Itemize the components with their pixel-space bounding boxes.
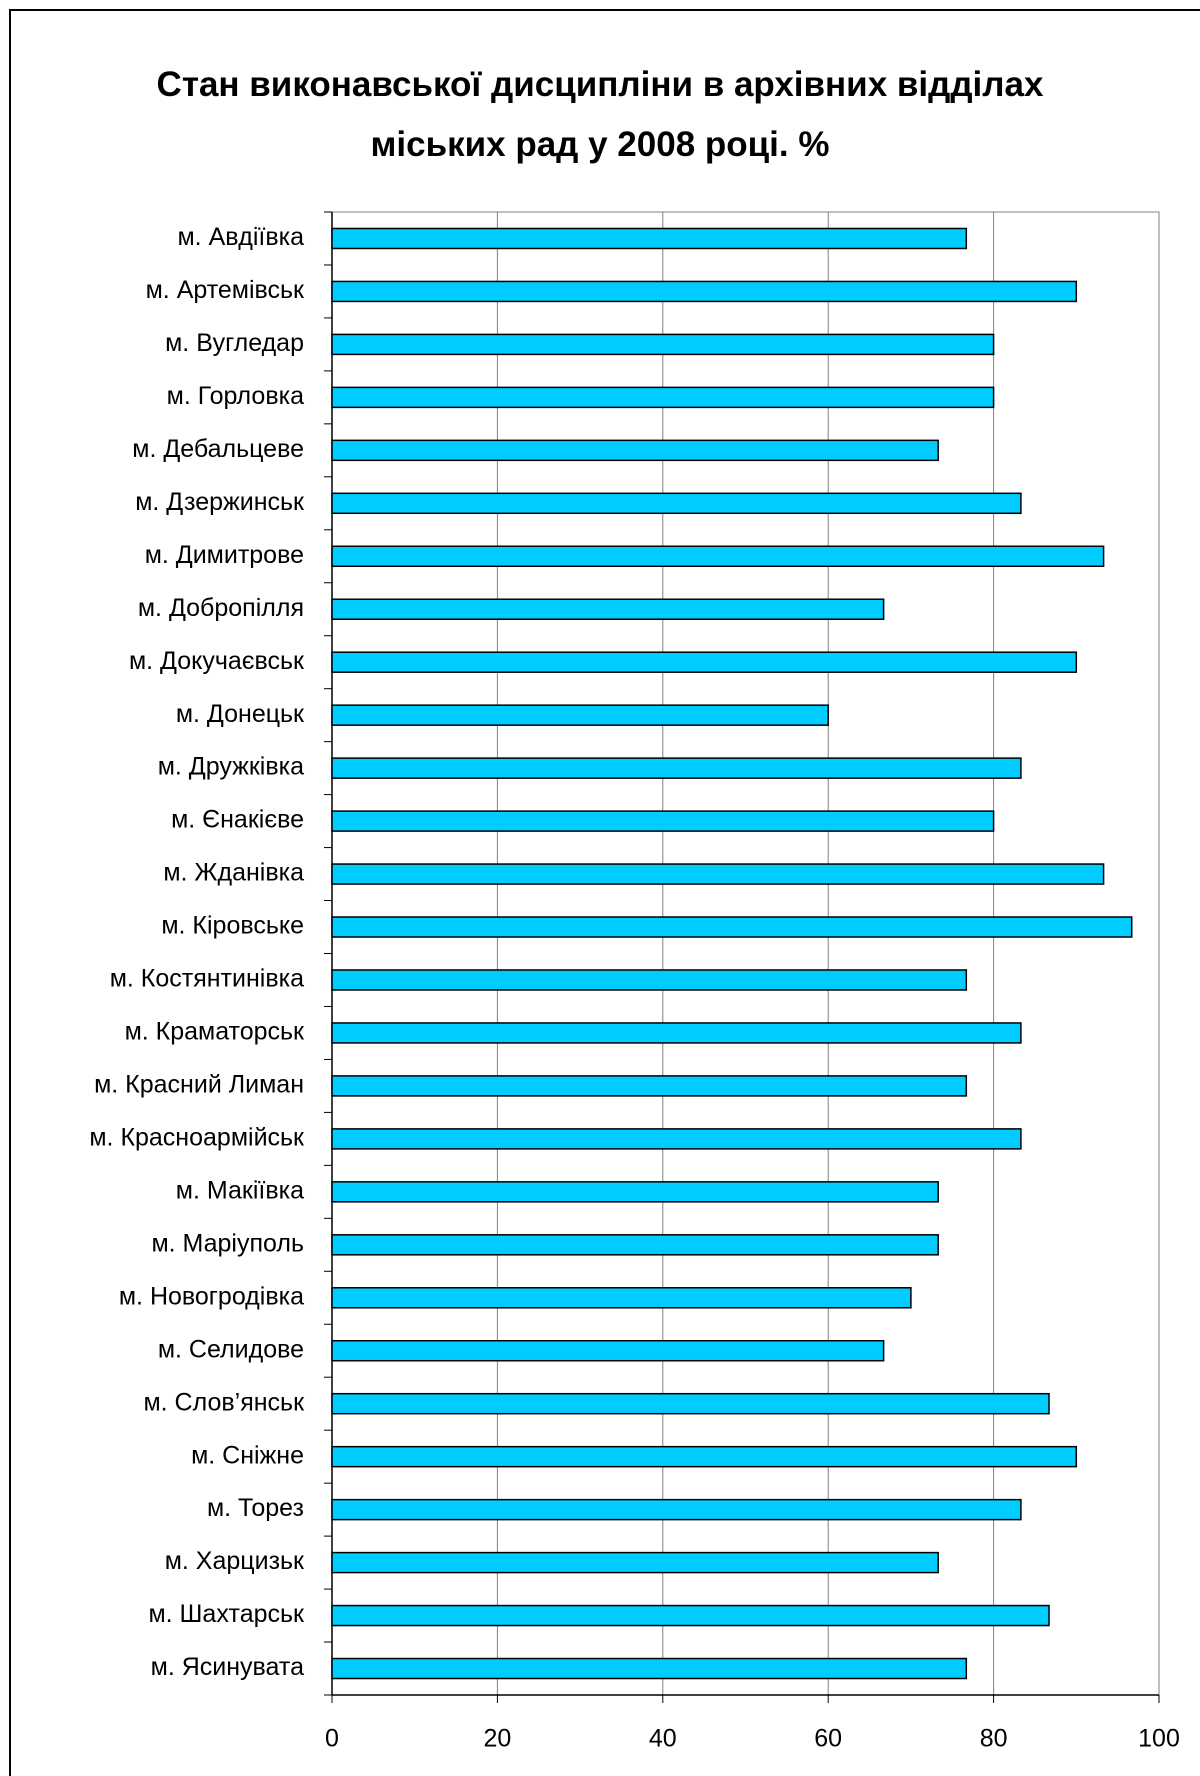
bar (331, 757, 1022, 779)
x-tick-label: 20 (483, 1725, 511, 1753)
y-tick-label: м. Макіївка (176, 1176, 304, 1204)
bar (331, 439, 939, 462)
bar (331, 1445, 1078, 1468)
y-tick-label: м. Новогродівка (119, 1282, 304, 1310)
bar (331, 969, 968, 991)
bar (331, 863, 1105, 885)
bar (331, 1234, 939, 1256)
bar (331, 1339, 885, 1362)
y-tick-label: м. Дзержинськ (135, 488, 305, 516)
y-tick-label: м. Вугледар (165, 329, 304, 357)
bar (331, 704, 829, 726)
chart-title: Стан виконавської дисципліни в архівних … (156, 65, 1044, 164)
y-tick-label: м. Слов’янськ (143, 1388, 305, 1416)
y-tick-label: м. Жданівка (163, 859, 304, 887)
x-tick-label: 0 (325, 1725, 339, 1753)
x-tick-label: 100 (1138, 1725, 1180, 1753)
bar (331, 916, 1133, 938)
bar (331, 598, 885, 620)
bar (331, 810, 995, 832)
y-tick-label: м. Єнакієве (171, 806, 304, 834)
y-tick-label: м. Кіровське (161, 912, 304, 940)
bar (331, 492, 1022, 515)
y-tick-label: м. Красноармійськ (89, 1123, 305, 1151)
bar (331, 545, 1105, 568)
y-tick-label: м. Докучаєвськ (129, 647, 305, 675)
x-tick-label: 40 (649, 1725, 677, 1753)
y-tick-label: м. Димитрове (145, 541, 304, 569)
bar (331, 1498, 1022, 1521)
y-tick-label: м. Торез (207, 1494, 304, 1522)
bar (331, 386, 995, 409)
y-tick-label: м. Краматорськ (125, 1018, 305, 1046)
bar (331, 1657, 968, 1680)
y-tick-label: м. Дебальцеве (132, 435, 304, 463)
bar (331, 1181, 939, 1203)
y-tick-label: м. Селидове (158, 1335, 304, 1363)
y-tick-label: м. Харцизьк (165, 1547, 305, 1575)
bar (331, 1604, 1050, 1627)
bar (331, 1392, 1050, 1415)
x-tick-label: 80 (980, 1725, 1008, 1753)
y-tick-label: м. Красний Лиман (94, 1071, 304, 1099)
bar (331, 1128, 1022, 1150)
bar (331, 1022, 1022, 1044)
y-tick-label: м. Добропілля (138, 594, 304, 622)
bar (331, 651, 1078, 673)
bar (331, 1287, 912, 1309)
y-tick-label: м. Артемівськ (146, 276, 305, 304)
bar (331, 1551, 939, 1574)
y-tick-label: м. Сніжне (191, 1441, 304, 1469)
y-tick-label: м. Маріуполь (151, 1229, 304, 1257)
y-tick-label: м. Горловка (167, 382, 304, 410)
frame (9, 9, 1200, 1776)
y-tick-label: м. Костянтинівка (110, 965, 304, 993)
bar (331, 333, 995, 356)
y-tick-label: м. Дружківка (158, 753, 304, 781)
y-tick-label: м. Донецьк (176, 700, 305, 728)
x-tick-label: 60 (814, 1725, 842, 1753)
y-tick-label: м. Авдіївка (177, 223, 304, 251)
y-tick-label: м. Ясинувата (151, 1653, 304, 1681)
bar (331, 1075, 968, 1097)
bar (331, 227, 968, 250)
plot-area (331, 211, 1160, 1696)
y-tick-label: м. Шахтарськ (148, 1600, 305, 1628)
bar (331, 280, 1078, 303)
